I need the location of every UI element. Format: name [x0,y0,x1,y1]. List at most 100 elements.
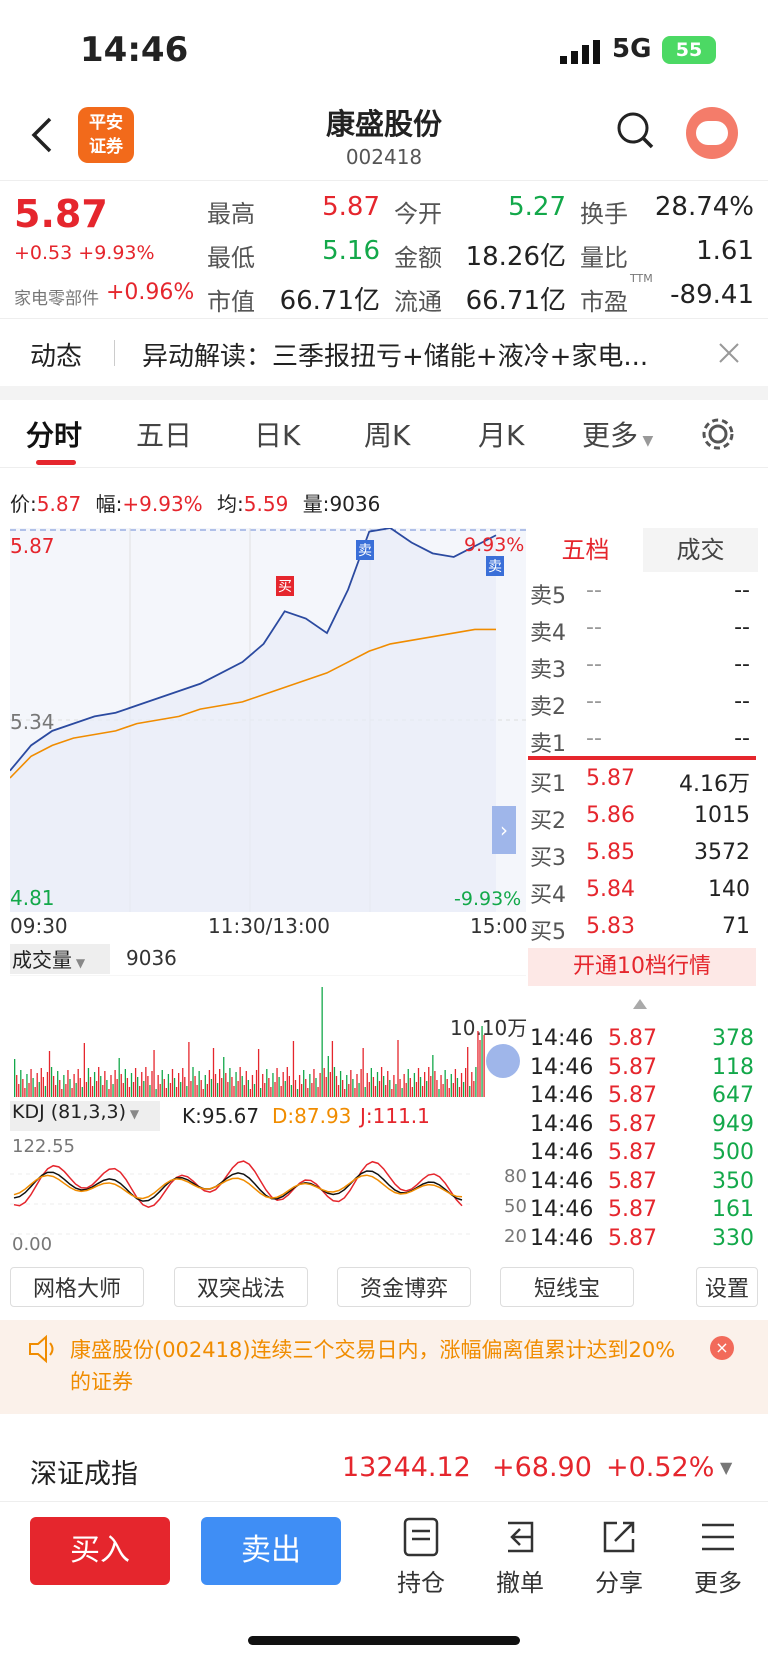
y-min-label: 4.81 [10,886,55,910]
volume-bar [198,1071,200,1097]
bid-row[interactable]: 买2 5.86 1015 [530,803,750,834]
volume-bar [362,1048,364,1097]
tab-trades[interactable]: 成交 [676,536,725,564]
ask-row[interactable]: 卖2 -- -- [530,689,750,720]
bid-row[interactable]: 买1 5.87 4.16万 [530,766,750,797]
high-label: 最高 [207,200,255,228]
back-icon[interactable] [28,115,54,155]
volume-bar [298,1075,301,1097]
volume-bar [286,1067,288,1097]
ask-row[interactable]: 卖4 -- -- [530,615,750,646]
news-text: 异动解读：三季报扭亏+储能+液冷+家电... [142,342,649,372]
close-icon[interactable]: × [710,1336,734,1360]
share-button[interactable]: 分享 [589,1517,649,1598]
sell-button[interactable]: 卖出 [201,1517,341,1585]
volume-bar [18,1084,20,1097]
kdj-d-line [13,1174,463,1200]
index-pct: +0.52% [606,1452,715,1483]
volume-bar [331,1041,334,1097]
status-time: 14:46 [80,30,189,70]
volume-bar [479,1040,481,1097]
volume-bar [63,1075,65,1097]
volume-bar [139,1086,141,1097]
volume-bar [337,1085,340,1097]
ask-row[interactable]: 卖5 -- -- [530,578,750,609]
volume-bar [227,1082,229,1097]
trade-tick: 14:46 5.87 500 [530,1140,754,1165]
volume-bar [96,1081,98,1097]
kdj-selector[interactable]: KDJ (81,3,3) ▼ [10,1101,160,1131]
tab-intraday[interactable]: 分时 [26,419,83,452]
volume-bar [153,1050,155,1097]
volume-chart[interactable] [10,975,526,1097]
upgrade-level10-button[interactable]: 开通10档行情 [528,948,756,986]
volume-ratio-label: 量比 [580,244,628,272]
volume-bar [344,1089,346,1097]
volume-bar [46,1072,49,1097]
volume-bar [212,1048,215,1097]
cancel-order-button[interactable]: 撤单 [490,1517,550,1598]
volume-bar [141,1072,143,1097]
tab-more[interactable]: 更多 ▼ [582,419,654,452]
volume-bar [118,1058,120,1097]
volume-bar [155,1089,157,1097]
caret-up-icon[interactable] [632,998,648,1010]
volume-bar [247,1080,249,1097]
kdj-j-line [13,1160,463,1209]
tab-monthly-k[interactable]: 月K [478,419,525,452]
tab-five-level[interactable]: 五档 [528,528,643,572]
volume-bar [335,1076,338,1097]
sell-marker: 卖 [356,540,374,560]
index-bar[interactable]: 深证成指 13244.12 +68.90 +0.52% ▼ [0,1434,768,1502]
close-icon[interactable] [718,342,740,364]
volume-bar [235,1072,237,1097]
settings-button[interactable]: 设置 [696,1267,758,1307]
ask-row[interactable]: 卖3 -- -- [530,652,750,683]
news-bar[interactable]: 动态 异动解读：三季报扭亏+储能+液冷+家电... [0,320,768,386]
gear-icon[interactable] [700,416,736,452]
index-change: +68.90 [492,1452,592,1483]
tab-daily-k[interactable]: 日K [254,419,301,452]
bid-row[interactable]: 买4 5.84 140 [530,877,750,908]
expand-icon[interactable] [486,1044,520,1078]
short-term-button[interactable]: 短线宝 [500,1267,634,1307]
search-icon[interactable] [616,111,656,151]
volume-bar [77,1069,79,1097]
volume-bar [405,1083,407,1097]
volume-bar [180,1082,182,1097]
volume-bar [194,1076,196,1097]
grid-master-button[interactable]: 网格大师 [10,1267,144,1307]
kdj-bottom: 0.00 [12,1234,53,1255]
bid-row[interactable]: 买5 5.83 71 [530,914,750,945]
breakout-strategy-button[interactable]: 双突战法 [174,1267,308,1307]
fund-game-button[interactable]: 资金博弈 [337,1267,471,1307]
volume-bar [22,1079,24,1097]
volume-bar [128,1087,131,1097]
volume-selector[interactable]: 成交量 ▼ [10,944,110,974]
chevron-down-icon[interactable]: ▼ [720,1458,733,1477]
chevron-right-icon[interactable]: › [492,806,516,854]
volume-bar [360,1069,362,1097]
notice-text: 康盛股份(002418)连续三个交易日内，涨幅偏离值累计达到20%的证券 [70,1338,676,1394]
volume-bar [385,1085,387,1097]
y-mid-label: 5.34 [10,710,55,734]
kdj-chart[interactable] [10,1134,526,1254]
ask-row[interactable]: 卖1 -- -- [530,726,750,757]
tab-weekly-k[interactable]: 周K [364,419,411,452]
buy-button[interactable]: 买入 [30,1517,170,1585]
trade-tick: 14:46 5.87 161 [530,1197,754,1222]
volume-bar [100,1076,102,1097]
home-indicator [248,1636,520,1645]
volume-bar [368,1082,370,1097]
avatar[interactable] [686,107,738,159]
volume-bar [251,1075,254,1097]
tab-five-day[interactable]: 五日 [136,419,193,452]
bid-row[interactable]: 买3 5.85 3572 [530,840,750,871]
holdings-button[interactable]: 持仓 [391,1517,451,1598]
intraday-price-chart[interactable] [10,528,526,912]
volume-bar [91,1086,94,1097]
volume-bar [161,1070,163,1097]
more-button[interactable]: 更多 [688,1517,748,1598]
volume-bar [108,1089,110,1097]
volume-bar [178,1073,180,1097]
